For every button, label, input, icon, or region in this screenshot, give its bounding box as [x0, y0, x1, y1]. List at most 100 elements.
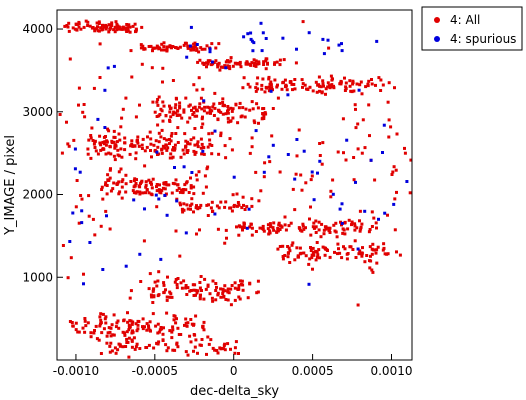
point-all: [326, 85, 330, 89]
point-all: [110, 21, 114, 25]
point-all: [77, 25, 81, 29]
point-all: [370, 78, 373, 81]
point-all: [138, 190, 142, 194]
point-all: [184, 144, 188, 148]
point-all: [134, 345, 138, 349]
point-all: [99, 143, 103, 147]
point-all: [104, 315, 108, 319]
point-spurious: [381, 151, 384, 154]
point-all: [223, 144, 227, 148]
point-all: [359, 225, 363, 229]
point-all: [212, 61, 216, 64]
point-all: [192, 83, 196, 87]
point-all: [242, 203, 245, 207]
point-all: [271, 107, 275, 110]
point-all: [66, 25, 70, 29]
point-spurious: [73, 167, 77, 171]
point-all: [224, 298, 228, 301]
point-all: [352, 178, 356, 182]
point-all: [233, 61, 237, 65]
point-all: [160, 128, 164, 132]
point-all: [217, 61, 221, 65]
point-all: [152, 287, 156, 291]
point-all: [300, 188, 304, 192]
point-all: [374, 221, 378, 225]
point-spurious: [312, 198, 316, 202]
point-all: [221, 292, 225, 295]
point-all: [195, 291, 199, 295]
point-all: [213, 348, 217, 352]
point-all: [107, 30, 111, 34]
point-spurious: [103, 126, 107, 129]
point-all: [244, 107, 248, 111]
point-all: [324, 227, 328, 231]
point-all: [108, 330, 112, 334]
point-all: [297, 128, 301, 132]
point-all: [214, 298, 218, 302]
point-all: [112, 28, 116, 32]
point-all: [222, 294, 226, 298]
point-all: [106, 331, 110, 335]
point-all: [210, 131, 214, 135]
point-all: [105, 140, 109, 144]
point-all: [136, 141, 140, 145]
point-all: [263, 111, 267, 115]
point-all: [374, 83, 377, 87]
point-all: [156, 322, 160, 326]
point-all: [261, 227, 265, 231]
point-all: [189, 318, 193, 321]
point-all: [168, 142, 171, 146]
point-all: [169, 292, 173, 296]
point-all: [154, 324, 158, 328]
point-all: [214, 59, 218, 63]
point-all: [195, 178, 199, 182]
point-all: [156, 123, 160, 127]
point-all: [275, 60, 279, 64]
point-all: [260, 87, 264, 91]
point-all: [326, 226, 330, 230]
point-spurious: [159, 257, 163, 261]
point-all: [326, 81, 330, 85]
point-all: [343, 232, 347, 236]
point-all: [93, 146, 97, 149]
point-all: [170, 46, 173, 50]
point-all: [236, 201, 240, 204]
point-all: [198, 286, 202, 290]
point-all: [230, 284, 234, 287]
point-all: [93, 29, 97, 33]
point-all: [124, 190, 128, 194]
point-all: [288, 80, 292, 84]
point-all: [372, 216, 376, 220]
point-all: [92, 142, 96, 146]
point-all: [210, 144, 214, 147]
point-spurious: [251, 49, 255, 53]
point-all: [214, 289, 218, 292]
point-all: [223, 289, 227, 293]
point-all: [91, 217, 95, 221]
point-all: [326, 249, 329, 252]
point-all: [96, 152, 100, 156]
point-all: [157, 95, 161, 99]
point-all: [233, 281, 237, 285]
point-all: [283, 78, 287, 82]
point-all: [237, 286, 241, 290]
point-all: [237, 295, 241, 299]
point-all: [363, 260, 367, 264]
point-all: [278, 224, 282, 228]
point-all: [119, 147, 123, 151]
point-all: [170, 330, 174, 334]
point-all: [126, 29, 130, 33]
point-spurious: [173, 166, 176, 169]
point-all: [235, 192, 239, 196]
point-all: [120, 116, 124, 120]
point-all: [144, 180, 148, 184]
point-all: [109, 23, 113, 27]
point-all: [224, 112, 228, 116]
point-all: [386, 213, 389, 217]
point-all: [83, 319, 87, 323]
point-all: [254, 86, 258, 90]
point-all: [113, 346, 117, 350]
point-all: [272, 221, 276, 225]
point-all: [155, 44, 159, 48]
point-all: [242, 225, 246, 229]
